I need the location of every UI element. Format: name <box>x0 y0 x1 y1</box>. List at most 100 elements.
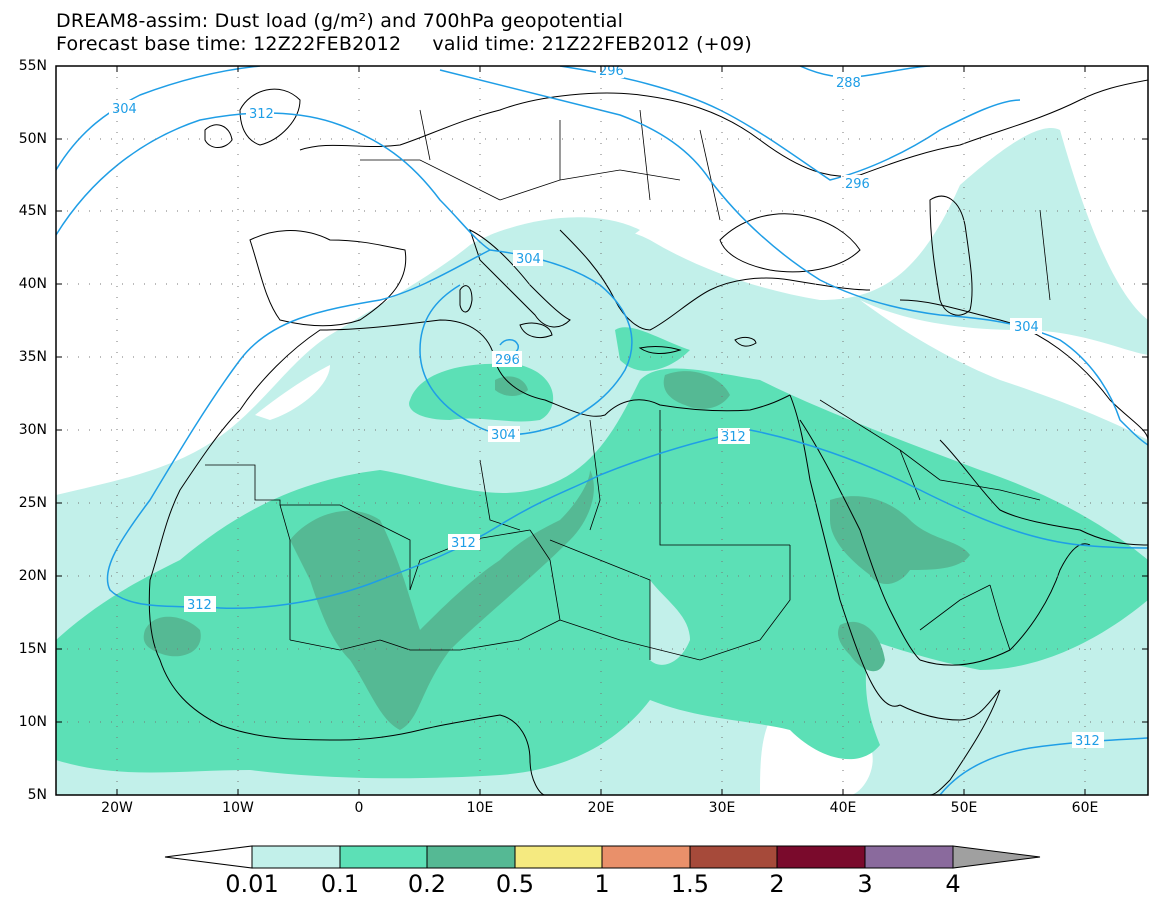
contour-label: 304 <box>516 252 541 267</box>
colorbar-label: 4 <box>945 870 961 898</box>
colorbar-label: 0.2 <box>407 870 447 898</box>
coast-cyprus <box>734 336 757 347</box>
border-9 <box>589 419 601 531</box>
contour-label: 312 <box>721 430 746 445</box>
clear-region-morocco <box>255 365 330 420</box>
contour-312-north <box>56 112 491 251</box>
contour-label: 312 <box>451 536 476 551</box>
map-title: DREAM8-assim: Dust load (g/m²) and 700hP… <box>56 10 624 32</box>
colorbar-upper-arrow <box>952 845 1041 869</box>
coast-west-africa <box>148 409 421 741</box>
lon-label: 60E <box>1071 800 1099 816</box>
border-12 <box>559 619 761 661</box>
contour-label: 296 <box>599 64 624 79</box>
lon-label: 30E <box>708 800 736 816</box>
colorbar <box>164 845 1041 869</box>
country-borders <box>205 109 1051 661</box>
contour-296-east <box>559 66 1021 181</box>
colorbar-bin <box>864 845 954 869</box>
contour-312-se <box>939 737 1148 795</box>
border-2 <box>279 504 291 640</box>
colorbar-label: 1.5 <box>670 870 710 898</box>
dust-region-high-mali <box>290 470 594 730</box>
dust-region-mid-greece <box>615 327 690 371</box>
lat-label: 20N <box>18 568 47 584</box>
map-area: 304 312 296 288 296 304 296 304 304 312 … <box>56 64 1148 795</box>
coast-crete <box>638 346 682 354</box>
lon-label: 10E <box>466 800 494 816</box>
coast-europe <box>299 79 1148 177</box>
coast-iberia <box>249 230 407 327</box>
colorbar-bin <box>339 845 428 869</box>
contour-label: 288 <box>836 76 861 91</box>
lon-label: 40E <box>829 800 857 816</box>
colorbar-bin <box>776 845 866 869</box>
lon-label: 20E <box>587 800 615 816</box>
axis-ticks <box>56 65 1148 795</box>
colorbar-label: 0.01 <box>225 870 279 898</box>
border-4 <box>409 529 531 591</box>
lon-label: 10W <box>222 800 254 816</box>
geopotential-contours <box>56 66 1148 795</box>
contour-288 <box>799 66 931 78</box>
border-13 <box>759 545 791 641</box>
dust-region-high-libya <box>663 371 730 409</box>
coast-red-sea-east <box>799 419 921 661</box>
lon-label: 20W <box>101 800 133 816</box>
lat-label: 45N <box>18 203 47 219</box>
colorbar-lower-arrow <box>164 845 253 869</box>
lat-label: 30N <box>18 422 47 438</box>
border-5 <box>529 529 561 621</box>
border-24 <box>699 129 721 221</box>
border-17 <box>989 584 1011 651</box>
colorbar-label: 0.5 <box>495 870 535 898</box>
border-15 <box>899 449 1041 501</box>
map-subtitle: Forecast base time: 12Z22FEB2012 valid t… <box>56 33 752 55</box>
lon-label: 50E <box>950 800 978 816</box>
dust-region-high-arabia <box>830 496 970 585</box>
coast-ireland <box>204 124 233 148</box>
lat-label: 10N <box>18 714 47 730</box>
colorbar-bin <box>426 845 516 869</box>
coastlines <box>148 79 1148 795</box>
border-8 <box>479 459 521 531</box>
coast-balkans <box>559 229 871 331</box>
contour-label: 304 <box>1014 320 1039 335</box>
border-6 <box>659 410 790 546</box>
lat-label: 25N <box>18 495 47 511</box>
clear-region-arabia <box>860 300 1148 440</box>
border-11 <box>410 619 561 651</box>
border-16 <box>919 584 991 631</box>
contour-312-east <box>749 429 1148 549</box>
coast-sardinia <box>459 285 473 313</box>
coast-red-sea-west <box>789 394 901 707</box>
colorbar-label: 2 <box>769 870 785 898</box>
colorbar-bin <box>251 845 341 869</box>
contour-label: 304 <box>112 102 137 117</box>
lat-label: 50N <box>18 131 47 147</box>
dust-region-mid <box>56 368 1148 779</box>
clear-region-sudan <box>650 580 690 665</box>
coast-italy <box>469 229 571 328</box>
border-20 <box>499 169 681 201</box>
dust-region-high-senegal <box>143 616 201 657</box>
colorbar-bin <box>689 845 778 869</box>
border-7 <box>549 539 651 660</box>
lat-label: 35N <box>18 349 47 365</box>
colorbar-bin <box>601 845 691 869</box>
lon-label: 0 <box>354 800 364 816</box>
border-19 <box>360 159 501 201</box>
border-10 <box>289 639 411 651</box>
coast-persian-gulf <box>939 439 1148 546</box>
coast-arabia <box>919 543 1091 666</box>
colorbar-bin <box>514 845 603 869</box>
lat-label: 5N <box>27 787 47 803</box>
lat-label: 40N <box>18 276 47 292</box>
coast-caspian <box>929 195 973 316</box>
coast-sicily <box>519 322 553 338</box>
contour-label: 312 <box>1075 734 1100 749</box>
coast-horn <box>899 689 1001 795</box>
contour-label-group: 304 312 296 288 296 304 296 304 304 312 … <box>109 64 1104 749</box>
lat-label: 55N <box>18 58 47 74</box>
